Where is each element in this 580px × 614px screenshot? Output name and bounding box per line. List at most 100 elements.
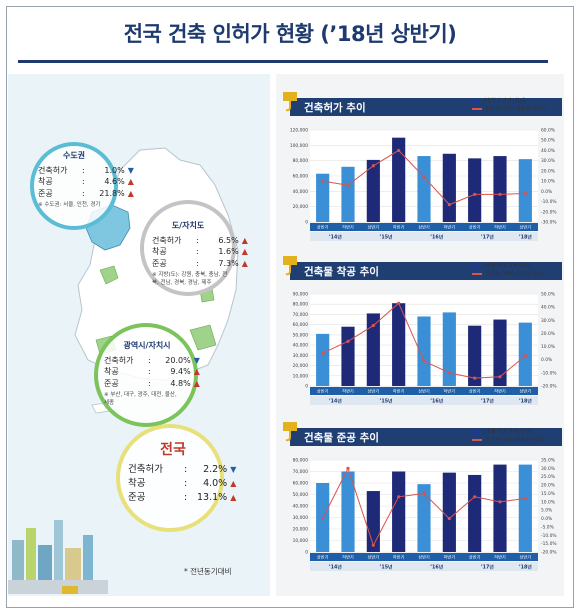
y-tick-label: 60,000 (293, 481, 309, 487)
row-value: 6.5% (218, 235, 239, 245)
x-tick-label: 상반기 (368, 554, 380, 561)
legend-item-bar: 건축물 준공 면적 (천㎡) (472, 428, 546, 436)
line-point (422, 491, 426, 496)
row-label: 준공 (104, 378, 119, 388)
x-group-label: ’14년 (329, 234, 342, 241)
map-region-metro-1 (99, 265, 119, 285)
category-strip (310, 553, 538, 561)
region-row: 착공:9.4% ▲ (104, 367, 200, 377)
legend-line (472, 273, 482, 275)
legend-line-label: 전년 동기대비 증감률 (우,%) (485, 437, 547, 443)
arrow-up-icon: ▲ (127, 188, 134, 198)
y2-tick-label: -10.0% (541, 533, 557, 539)
legend-swatch (472, 429, 479, 435)
bar (518, 159, 532, 222)
legend-line (472, 439, 482, 441)
bar (392, 471, 406, 552)
category-strip (310, 223, 538, 231)
y2-tick-label: 50.0% (541, 138, 555, 144)
chart-2-legend: 건축물 착공 면적 (천㎡) 전년 동기대비 증감률 (우,%) (472, 262, 546, 278)
y-tick-label: 40,000 (293, 189, 309, 195)
y2-tick-label: 40.0% (541, 148, 555, 154)
arrow-up-icon: ▲ (241, 235, 248, 245)
legend-bar-label: 건축허가 면적 (천㎡) (482, 98, 527, 104)
line-point (523, 354, 527, 358)
bar (468, 158, 482, 222)
line-point (498, 500, 502, 504)
y2-tick-label: 0.0% (541, 357, 552, 363)
title-divider (18, 60, 548, 63)
region-row: 준공:13.1% ▲ (128, 491, 237, 503)
x-group-label: ’17년 (481, 398, 494, 405)
y2-tick-label: -20.0% (541, 209, 557, 215)
row-label: 착공 (38, 177, 53, 187)
bar (366, 313, 380, 386)
region-capital-title: 수도권 (62, 151, 86, 160)
legend-swatch (472, 263, 479, 269)
y-tick-label: 60,000 (293, 174, 309, 180)
bar (442, 472, 456, 552)
y-tick-label: 40,000 (293, 343, 309, 349)
bar (493, 464, 507, 552)
y2-tick-label: 10.0% (541, 179, 555, 185)
legend-line (472, 108, 482, 110)
map-region-metro-3 (189, 324, 217, 351)
chart-2-plot: 0 10,000 20,000 30,000 40,000 50,000 60,000 70,… (293, 292, 557, 405)
legend-bar-label: 건축물 착공 면적 (천㎡) (482, 263, 533, 269)
chart-3-legend: 건축물 준공 면적 (천㎡) 전년 동기대비 증감률 (우,%) (472, 428, 546, 444)
region-note: ※ 지방(도): 강원, 충북, 충남, 전북, 전남, 경북, 경남, 제주 (152, 272, 228, 286)
bar (392, 303, 406, 386)
x-tick-label: 상반기 (418, 224, 430, 231)
y2-tick-label: 10.0% (541, 344, 555, 350)
x-tick-label: 하반기 (494, 224, 506, 231)
y-tick-label: 50,000 (293, 332, 309, 338)
y2-tick-label: 0.0% (541, 189, 552, 195)
y-tick-label: 50,000 (293, 492, 309, 498)
x-tick-label: 하반기 (444, 554, 456, 561)
chart-1-plot: 0 20,000 40,000 60,000 80,000 100,000 120,000 -… (290, 128, 557, 241)
bar (518, 464, 532, 552)
y-tick-label: 0 (305, 384, 308, 390)
bar (442, 312, 456, 386)
x-group-label: ’17년 (481, 564, 494, 571)
row-value: 9.4% (170, 367, 191, 377)
line-point (422, 359, 426, 363)
region-row: 건축허가:6.5% ▲ (152, 235, 248, 245)
crane-hook-icon (283, 256, 297, 276)
row-label: 준공 (128, 491, 146, 503)
y2-tick-label: 40.0% (541, 305, 555, 311)
bar (493, 156, 507, 222)
y2-tick-label: 20.0% (541, 331, 555, 337)
line-point (447, 371, 451, 375)
y-tick-label: 0 (305, 550, 308, 556)
x-tick-label: 상반기 (368, 388, 380, 395)
group-strip (310, 232, 538, 241)
row-label: 건축허가 (104, 355, 134, 365)
y2-tick-label: 15.0% (541, 491, 555, 497)
y-tick-label: 80,000 (293, 158, 309, 164)
y2-tick-label: 10.0% (541, 499, 555, 505)
x-tick-label: 상반기 (368, 224, 380, 231)
bar (417, 316, 431, 386)
row-label: 착공 (104, 367, 119, 377)
y-tick-label: 80,000 (293, 302, 309, 308)
y-tick-label: 40,000 (293, 504, 309, 510)
row-value: 1.0% (104, 165, 125, 175)
line-point (498, 192, 502, 196)
x-group-label: ’17년 (481, 234, 494, 241)
y-tick-label: 10,000 (293, 538, 309, 544)
y2-tick-label: 35.0% (541, 458, 555, 464)
city-skyline-illustration (8, 520, 108, 594)
y2-tick-label: -10.0% (541, 370, 557, 376)
x-group-label: ’16년 (430, 398, 443, 405)
bar (392, 137, 406, 222)
line-point (321, 516, 325, 521)
y-tick-label: 30,000 (293, 515, 309, 521)
y2-tick-label: 30.0% (541, 466, 555, 472)
row-label: 착공 (128, 478, 146, 490)
row-label: 건축허가 (152, 235, 182, 245)
bar (341, 326, 355, 386)
region-province-title: 도/자치도 (171, 221, 205, 230)
row-label: 준공 (38, 188, 53, 198)
x-tick-label: 하반기 (393, 224, 405, 231)
